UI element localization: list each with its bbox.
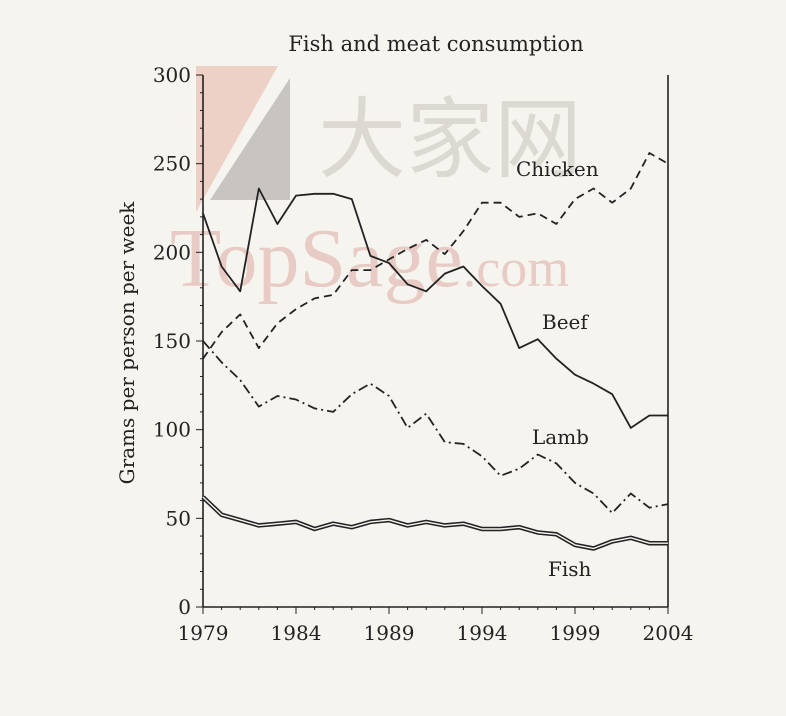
series-line-lamb [202,340,669,514]
series-layer [201,152,669,551]
x-tick-label: 1994 [457,621,508,645]
y-tick-label: 200 [153,240,191,264]
axes: 0 50 100 150 200 250 300 1979 1984 1989 1994 1999 20… [153,63,694,645]
watermark-cjk: 大家网 [318,93,582,190]
x-tick-label: 1999 [550,621,601,645]
series-line-chicken [202,152,669,360]
x-tick-label: 2004 [643,621,694,645]
series-label-chicken: Chicken [516,157,599,181]
series-line-fish-inner [202,496,668,550]
y-tick-label: 300 [153,63,191,87]
y-tick-label: 0 [178,595,191,619]
y-tick-label: 250 [153,152,191,176]
series-label-fish: Fish [548,557,592,581]
x-tick-label: 1984 [271,621,322,645]
series-line-beef [202,187,668,429]
series-label-lamb: Lamb [532,425,589,449]
series-line-fish [201,495,668,551]
watermark: 大家网 TopSage.com [170,66,582,305]
y-tick-label: 150 [153,329,191,353]
y-axis-label: Grams per person per week [115,201,139,485]
y-tick-label: 50 [166,506,191,530]
watermark-brand: TopSage.com [170,212,569,305]
chart-title: Fish and meat consumption [288,32,583,56]
x-tick-label: 1989 [364,621,415,645]
watermark-logo-shape-dark [210,78,290,200]
series-label-beef: Beef [542,310,589,334]
y-tick-label: 100 [153,418,191,442]
watermark-logo-shape [196,66,278,212]
x-tick-label: 1979 [178,621,229,645]
